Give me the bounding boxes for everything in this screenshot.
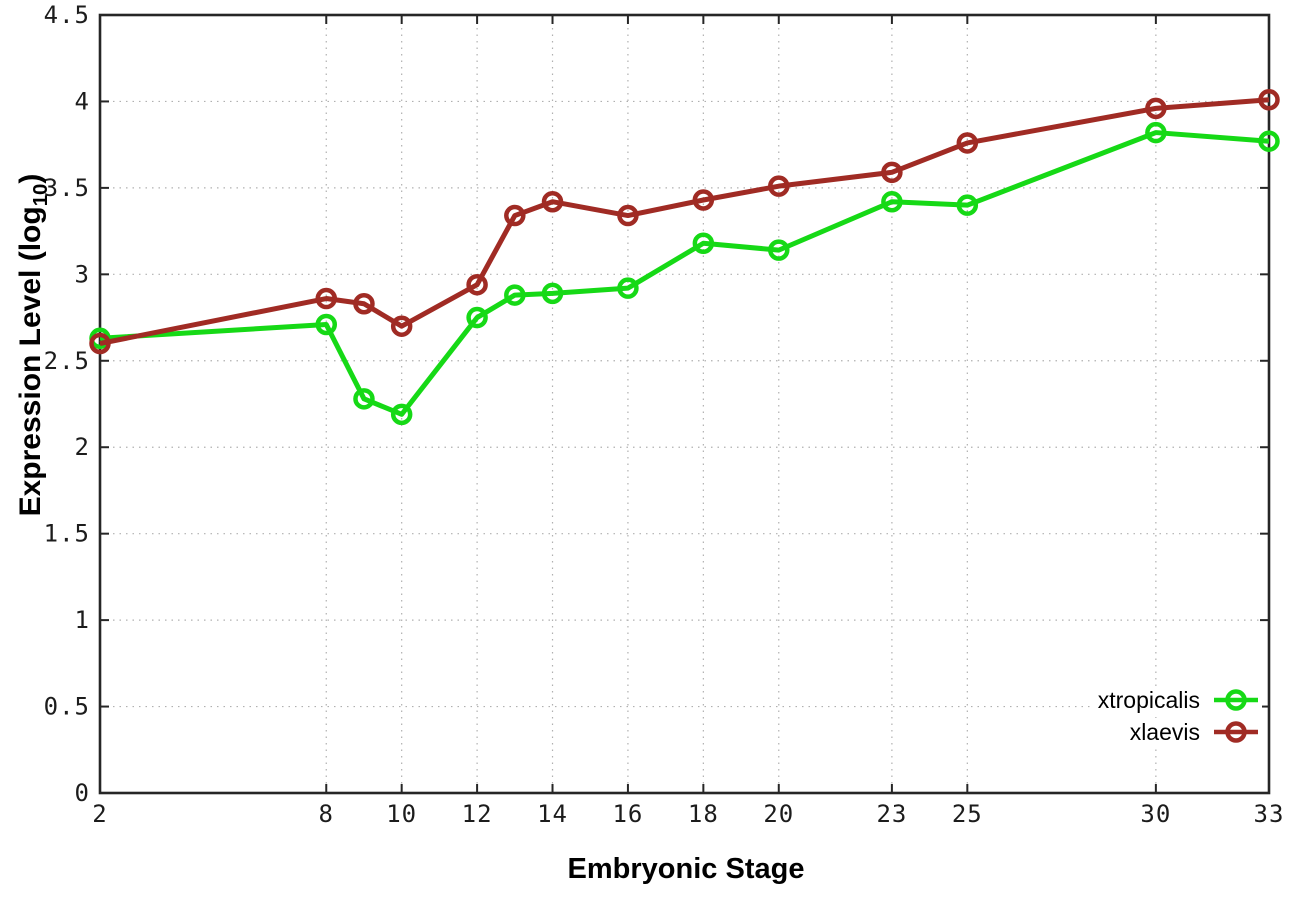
data-point-xtropicalis bbox=[768, 239, 790, 261]
legend-label-xlaevis: xlaevis bbox=[1129, 718, 1200, 745]
x-tick-label: 20 bbox=[763, 800, 794, 828]
x-tick-label: 12 bbox=[462, 800, 493, 828]
y-tick-label: 2.5 bbox=[44, 347, 90, 375]
data-point-xtropicalis bbox=[881, 190, 903, 213]
data-point-xtropicalis bbox=[692, 232, 715, 254]
data-point-xlaevis bbox=[504, 204, 526, 227]
y-tick-label: 3 bbox=[75, 260, 90, 288]
data-point-xlaevis bbox=[353, 292, 375, 315]
data-point-xtropicalis bbox=[1258, 130, 1280, 152]
legend-marker-xlaevis bbox=[1214, 721, 1258, 743]
x-tick-label: 33 bbox=[1254, 800, 1285, 828]
data-point-xtropicalis bbox=[1145, 121, 1167, 144]
series-line-xtropicalis bbox=[99, 130, 1270, 417]
legend-marker-xtropicalis bbox=[1214, 689, 1258, 711]
data-point-xlaevis bbox=[541, 190, 564, 213]
x-tick-label: 10 bbox=[386, 800, 417, 828]
axis-layer bbox=[98, 13, 1271, 795]
data-point-xlaevis bbox=[89, 332, 111, 355]
data-point-xlaevis bbox=[956, 132, 979, 154]
x-axis-title: Embryonic Stage bbox=[567, 853, 805, 885]
x-tick-label: 18 bbox=[688, 800, 719, 828]
legend-label-xtropicalis: xtropicalis bbox=[1097, 686, 1200, 713]
data-point-xtropicalis bbox=[315, 313, 338, 336]
y-axis-title-close: ) bbox=[14, 173, 47, 184]
data-point-xtropicalis bbox=[541, 282, 564, 305]
y-tick-label: 0 bbox=[75, 779, 90, 807]
series-line-xlaevis bbox=[99, 97, 1270, 346]
data-point-xlaevis bbox=[1145, 97, 1167, 120]
x-tick-label: 8 bbox=[319, 800, 334, 828]
x-tick-label: 2 bbox=[92, 800, 107, 828]
legend: xtropicalis xlaevis bbox=[1089, 686, 1262, 746]
data-point-xlaevis bbox=[768, 175, 790, 197]
legend-row: xtropicalis bbox=[1089, 686, 1262, 714]
y-tick-label: 2 bbox=[75, 433, 90, 461]
series-xlaevis bbox=[89, 88, 1280, 355]
series-xtropicalis bbox=[89, 121, 1280, 426]
data-point-xtropicalis bbox=[466, 306, 488, 329]
x-tick-label: 16 bbox=[612, 800, 643, 828]
legend-row: xlaevis bbox=[1121, 718, 1262, 746]
data-point-xtropicalis bbox=[956, 194, 979, 216]
y-tick-label: 1.5 bbox=[44, 520, 90, 548]
y-tick-label: 4.5 bbox=[44, 1, 90, 29]
y-axis-title: Expression Level (log10) bbox=[14, 173, 52, 517]
x-tick-label: 30 bbox=[1140, 800, 1171, 828]
y-tick-label: 3.5 bbox=[44, 174, 90, 202]
data-point-xlaevis bbox=[617, 204, 639, 227]
grid-layer bbox=[99, 14, 1270, 794]
data-point-xlaevis bbox=[466, 273, 488, 296]
y-axis-title-text: Expression Level (log bbox=[14, 206, 47, 517]
x-tick-label: 23 bbox=[876, 800, 907, 828]
x-tick-label: 25 bbox=[952, 800, 983, 828]
data-point-xlaevis bbox=[1258, 88, 1280, 111]
data-point-xtropicalis bbox=[617, 277, 639, 299]
y-tick-label: 0.5 bbox=[44, 693, 90, 721]
y-tick-label: 1 bbox=[75, 606, 90, 634]
data-point-xlaevis bbox=[881, 161, 903, 184]
y-tick-label: 4 bbox=[75, 87, 90, 115]
y-axis-title-subscript: 10 bbox=[30, 183, 52, 207]
data-point-xtropicalis bbox=[353, 388, 375, 410]
data-point-xlaevis bbox=[315, 287, 338, 310]
data-point-xtropicalis bbox=[390, 403, 413, 426]
data-point-xlaevis bbox=[390, 315, 413, 337]
x-tick-label: 14 bbox=[537, 800, 568, 828]
data-point-xlaevis bbox=[692, 189, 715, 211]
data-point-xtropicalis bbox=[504, 284, 526, 306]
tick-labels: 2 8 10 12 14 16 18 20 23 25 30 33 0 0.5 1 1.5 2 2.5 3 3.5 4 4… bbox=[44, 1, 1285, 828]
